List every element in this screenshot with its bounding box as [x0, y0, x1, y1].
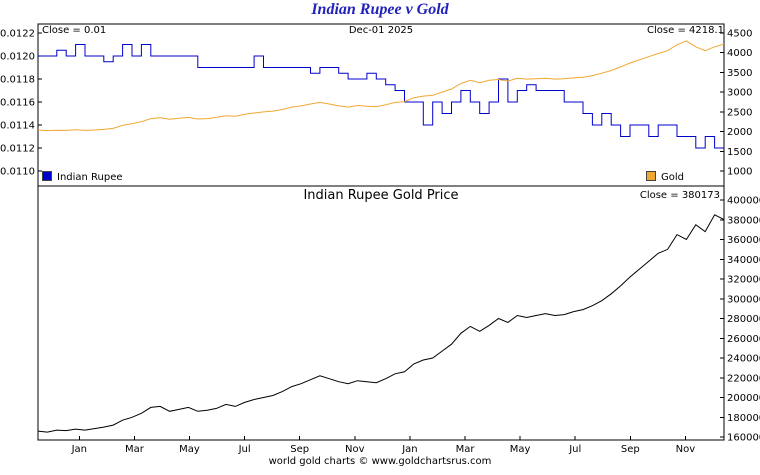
svg-text:1500: 1500	[727, 147, 752, 158]
svg-text:0.0112: 0.0112	[0, 144, 35, 155]
svg-text:0.0120: 0.0120	[0, 52, 35, 63]
bottom-close-label: Close = 380173	[639, 190, 720, 201]
svg-text:2000: 2000	[727, 127, 752, 138]
svg-text:Nov: Nov	[345, 444, 365, 455]
svg-text:Jan: Jan	[401, 444, 417, 455]
svg-text:280000: 280000	[727, 314, 760, 325]
svg-text:300000: 300000	[727, 294, 760, 305]
svg-text:320000: 320000	[727, 275, 760, 286]
svg-text:0.0122: 0.0122	[0, 29, 35, 40]
svg-text:Sep: Sep	[621, 444, 640, 455]
svg-text:Sep: Sep	[290, 444, 309, 455]
svg-text:0.0114: 0.0114	[0, 121, 35, 132]
svg-text:May: May	[510, 444, 531, 455]
svg-text:0.0116: 0.0116	[0, 98, 35, 109]
legend-gold-label: Gold	[661, 172, 684, 183]
svg-text:260000: 260000	[727, 334, 760, 345]
svg-text:Mar: Mar	[125, 444, 145, 455]
footer-credit: world gold charts © www.goldchartsrus.co…	[268, 456, 492, 467]
svg-text:May: May	[179, 444, 200, 455]
legend-indian-rupee-label: Indian Rupee	[57, 172, 123, 183]
svg-text:Nov: Nov	[676, 444, 696, 455]
svg-text:360000: 360000	[727, 235, 760, 246]
top-close-right-label: Close = 4218.1	[647, 25, 724, 36]
svg-text:0.0110: 0.0110	[0, 167, 35, 178]
svg-text:Jan: Jan	[71, 444, 87, 455]
svg-text:220000: 220000	[727, 373, 760, 384]
svg-text:4500: 4500	[727, 29, 752, 40]
indian-rupee-swatch-icon	[42, 171, 52, 181]
svg-text:340000: 340000	[727, 255, 760, 266]
svg-text:2500: 2500	[727, 107, 752, 118]
legend-gold: Gold	[646, 171, 684, 183]
svg-text:3000: 3000	[727, 88, 752, 99]
svg-text:0.0118: 0.0118	[0, 75, 35, 86]
page-title: Indian Rupee v Gold	[311, 1, 449, 18]
gold-swatch-icon	[646, 171, 656, 181]
svg-text:Mar: Mar	[456, 444, 476, 455]
top-close-left-label: Close = 0.01	[42, 25, 107, 36]
svg-text:240000: 240000	[727, 354, 760, 365]
top-date-label: Dec-01 2025	[348, 25, 414, 36]
svg-text:1000: 1000	[727, 166, 752, 177]
svg-text:4000: 4000	[727, 48, 752, 59]
svg-text:3500: 3500	[727, 68, 752, 79]
svg-text:200000: 200000	[727, 393, 760, 404]
svg-text:180000: 180000	[727, 413, 760, 424]
svg-text:Jul: Jul	[568, 444, 581, 455]
svg-text:160000: 160000	[727, 433, 760, 444]
svg-text:380000: 380000	[727, 215, 760, 226]
legend-indian-rupee: Indian Rupee	[42, 171, 123, 183]
svg-text:400000: 400000	[727, 196, 760, 207]
bottom-chart-title: Indian Rupee Gold Price	[303, 188, 459, 203]
svg-text:Jul: Jul	[238, 444, 251, 455]
